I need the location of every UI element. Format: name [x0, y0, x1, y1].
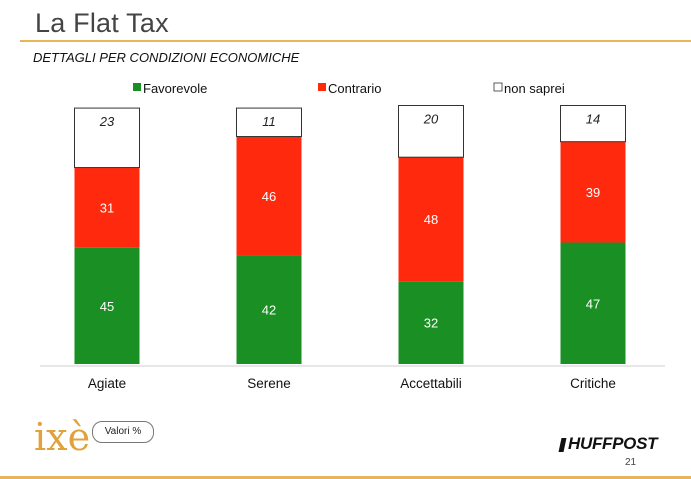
bar-contrario: [560, 141, 626, 243]
category-label: Agiate: [88, 376, 126, 391]
legend-swatch-contrario: [318, 83, 326, 91]
page-title: La Flat Tax: [35, 8, 169, 38]
bar-non-saprei: [74, 107, 140, 169]
data-label-favorevole: 32: [424, 316, 438, 331]
bar-non-saprei: [560, 105, 626, 143]
ixe-logo: ixè: [34, 415, 90, 459]
category-label: Accettabili: [400, 376, 462, 391]
bar-non-saprei: [236, 107, 302, 138]
legend-swatch-non-saprei: [493, 82, 503, 92]
bar-contrario: [236, 136, 302, 256]
legend-swatch-favorevole: [133, 83, 141, 91]
data-label-favorevole: 47: [586, 296, 600, 311]
data-label-favorevole: 42: [262, 303, 276, 318]
bar-contrario: [74, 167, 140, 248]
data-label-non-saprei: 11: [262, 114, 276, 129]
huffpost-logo: HUFFPOST: [568, 434, 658, 453]
bar-favorevole: [560, 242, 626, 364]
bar-non-saprei: [398, 105, 464, 158]
bar-contrario: [398, 157, 464, 282]
values-percent-badge: Valori %: [92, 421, 154, 443]
chart-subtitle: DETTAGLI PER CONDIZIONI ECONOMICHE: [33, 50, 300, 65]
data-label-contrario: 46: [262, 189, 276, 204]
bottom-divider: [0, 476, 691, 479]
category-label: Serene: [247, 376, 291, 391]
data-label-contrario: 48: [424, 212, 438, 227]
page-number: 21: [625, 457, 637, 468]
data-label-non-saprei: 14: [586, 112, 600, 127]
legend-label-non-saprei: non saprei: [504, 81, 565, 96]
bar-favorevole: [398, 281, 464, 364]
bar-favorevole: [74, 247, 140, 364]
legend-label-favorevole: Favorevole: [143, 81, 207, 96]
category-label: Critiche: [570, 376, 616, 391]
data-label-non-saprei: 20: [423, 112, 439, 127]
title-divider: [20, 40, 691, 42]
data-label-favorevole: 45: [100, 299, 114, 314]
data-label-contrario: 39: [586, 185, 600, 200]
data-label-contrario: 31: [100, 201, 114, 216]
bar-favorevole: [236, 255, 302, 364]
data-label-non-saprei: 23: [99, 114, 115, 129]
legend-label-contrario: Contrario: [328, 81, 381, 96]
svg-text:ixè: ixè: [34, 415, 90, 459]
